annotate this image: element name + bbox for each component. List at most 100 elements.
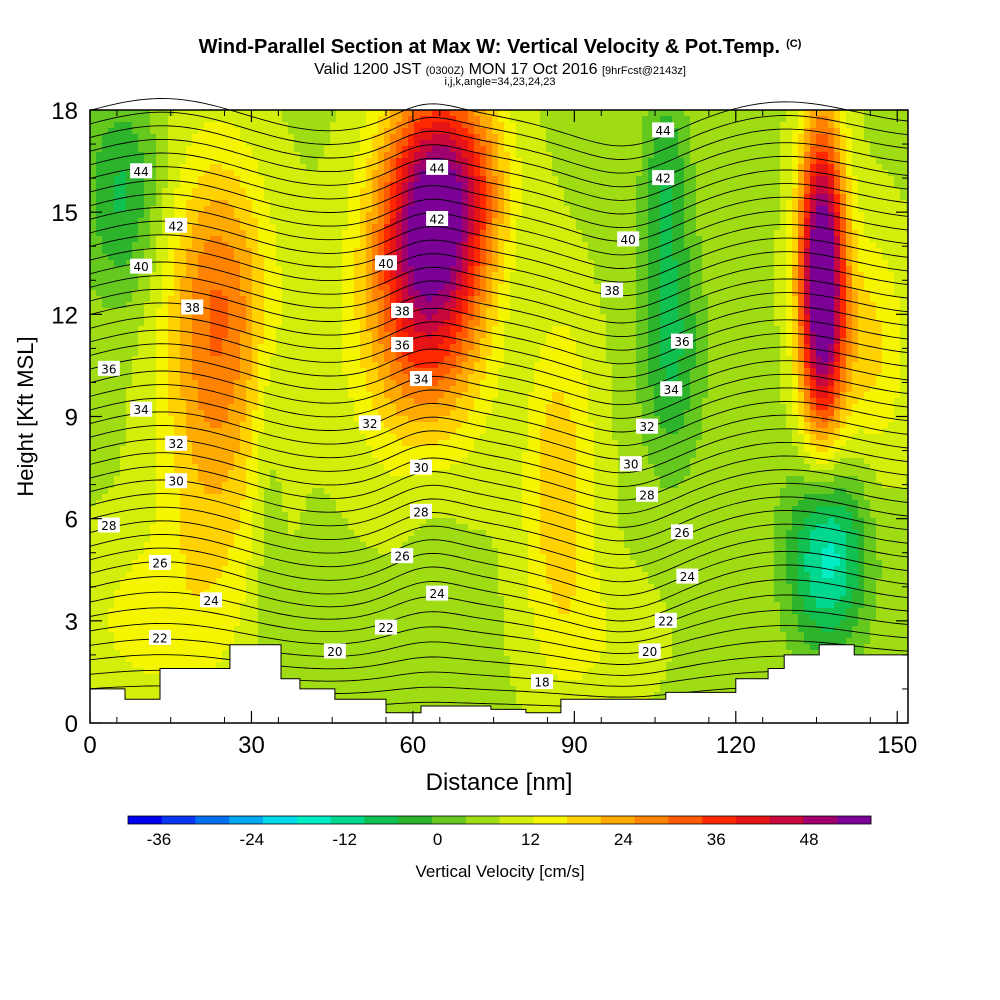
velocity-cell <box>342 662 349 669</box>
velocity-cell <box>324 344 331 351</box>
velocity-cell <box>204 584 211 591</box>
velocity-cell <box>198 524 205 531</box>
velocity-cell <box>330 614 337 621</box>
velocity-cell <box>300 404 307 411</box>
velocity-cell <box>354 158 361 165</box>
velocity-cell <box>90 410 97 417</box>
velocity-cell <box>102 398 109 405</box>
velocity-cell <box>192 494 199 501</box>
velocity-cell <box>198 428 205 435</box>
velocity-cell <box>372 356 379 363</box>
velocity-cell <box>162 626 169 633</box>
velocity-cell <box>342 452 349 459</box>
velocity-cell <box>156 572 163 579</box>
velocity-cell <box>324 272 331 279</box>
velocity-cell <box>198 296 205 303</box>
velocity-cell <box>276 224 283 231</box>
velocity-cell <box>354 398 361 405</box>
velocity-cell <box>300 164 307 171</box>
velocity-cell <box>228 188 235 195</box>
velocity-cell <box>318 194 325 201</box>
velocity-cell <box>240 554 247 561</box>
velocity-cell <box>210 656 217 663</box>
velocity-cell <box>324 662 331 669</box>
velocity-cell <box>150 584 157 591</box>
velocity-cell <box>372 362 379 369</box>
velocity-cell <box>282 266 289 273</box>
velocity-cell <box>168 536 175 543</box>
velocity-cell <box>372 380 379 387</box>
velocity-cell <box>318 434 325 441</box>
velocity-cell <box>324 656 331 663</box>
velocity-cell <box>312 476 319 483</box>
velocity-cell <box>288 386 295 393</box>
velocity-cell <box>108 266 115 273</box>
velocity-cell <box>294 494 301 501</box>
velocity-cell <box>132 548 139 555</box>
velocity-cell <box>294 596 301 603</box>
velocity-cell <box>288 380 295 387</box>
velocity-cell <box>108 644 115 651</box>
velocity-cell <box>180 542 187 549</box>
velocity-cell <box>174 506 181 513</box>
velocity-cell <box>234 494 241 501</box>
velocity-cell <box>156 164 163 171</box>
velocity-cell <box>336 176 343 183</box>
velocity-cell <box>330 668 337 675</box>
velocity-cell <box>360 524 367 531</box>
velocity-cell <box>246 434 253 441</box>
velocity-cell <box>312 422 319 429</box>
velocity-cell <box>216 548 223 555</box>
velocity-cell <box>348 656 355 663</box>
velocity-cell <box>102 662 109 669</box>
velocity-cell <box>120 506 127 513</box>
velocity-cell <box>336 500 343 507</box>
velocity-cell <box>204 494 211 501</box>
velocity-cell <box>114 422 121 429</box>
velocity-cell <box>198 416 205 423</box>
velocity-cell <box>378 296 385 303</box>
velocity-cell <box>186 116 193 123</box>
velocity-cell <box>162 584 169 591</box>
velocity-cell <box>210 650 217 657</box>
velocity-cell <box>312 452 319 459</box>
velocity-cell <box>270 182 277 189</box>
velocity-cell <box>204 560 211 567</box>
velocity-cell <box>288 194 295 201</box>
velocity-cell <box>276 626 283 633</box>
velocity-cell <box>108 404 115 411</box>
velocity-cell <box>126 110 133 117</box>
velocity-cell <box>102 452 109 459</box>
velocity-cell <box>222 284 229 291</box>
velocity-cell <box>180 452 187 459</box>
velocity-cell <box>156 278 163 285</box>
velocity-cell <box>336 416 343 423</box>
velocity-cell <box>102 374 109 381</box>
velocity-cell <box>126 194 133 201</box>
velocity-cell <box>270 356 277 363</box>
velocity-cell <box>234 614 241 621</box>
velocity-cell <box>366 212 373 219</box>
velocity-cell <box>324 236 331 243</box>
velocity-cell <box>204 650 211 657</box>
velocity-cell <box>246 536 253 543</box>
velocity-cell <box>330 368 337 375</box>
velocity-cell <box>192 254 199 261</box>
velocity-cell <box>336 614 343 621</box>
velocity-cell <box>204 362 211 369</box>
velocity-cell <box>336 170 343 177</box>
velocity-cell <box>288 572 295 579</box>
velocity-cell <box>138 692 145 699</box>
velocity-cell <box>294 476 301 483</box>
velocity-cell <box>186 428 193 435</box>
velocity-cell <box>174 662 181 669</box>
velocity-cell <box>258 422 265 429</box>
velocity-cell <box>222 224 229 231</box>
velocity-cell <box>144 512 151 519</box>
velocity-cell <box>108 278 115 285</box>
velocity-cell <box>336 188 343 195</box>
velocity-cell <box>294 314 301 321</box>
velocity-cell <box>192 662 199 669</box>
velocity-cell <box>156 140 163 147</box>
velocity-cell <box>210 200 217 207</box>
